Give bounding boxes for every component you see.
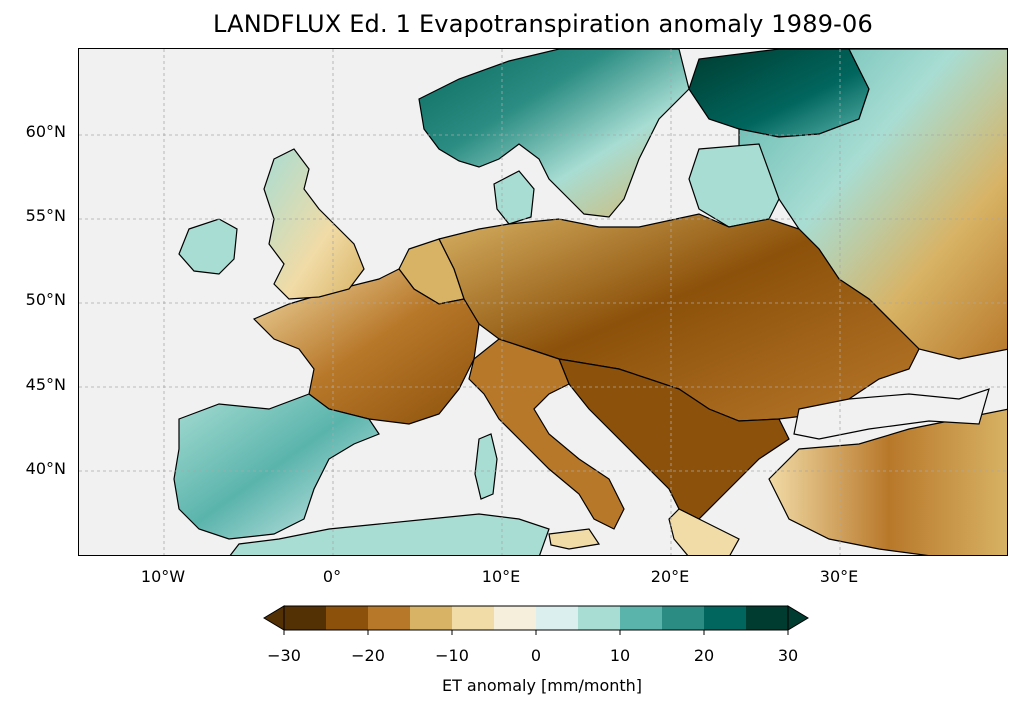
- europe-map: [79, 49, 1007, 555]
- colorbar-cell: [368, 606, 410, 630]
- lat-tick-60n: 60°N: [25, 122, 66, 141]
- lon-tick-10e: 10°E: [481, 567, 521, 586]
- chart-title: LANDFLUX Ed. 1 Evapotranspiration anomal…: [213, 10, 873, 38]
- anatolia-region: [768, 408, 1007, 555]
- colorbar-cell: [494, 606, 536, 630]
- lat-tick-50n: 50°N: [25, 290, 66, 309]
- colorbar-tick: 0: [530, 646, 542, 665]
- colorbar-cell: [662, 606, 704, 630]
- corsica-sardinia-region: [474, 433, 498, 500]
- colorbar-cell: [704, 606, 746, 630]
- colorbar-tick: 30: [777, 646, 799, 665]
- lat-tick-40n: 40°N: [25, 459, 66, 478]
- colorbar-cell: [410, 606, 452, 630]
- france-region: [252, 268, 480, 425]
- gridlines: [79, 49, 1007, 555]
- scandinavia-region: [418, 49, 690, 218]
- colorbar: [263, 605, 809, 635]
- sicily-region: [548, 528, 601, 550]
- greece-region: [668, 508, 740, 555]
- colorbar-tick: 10: [609, 646, 631, 665]
- colorbar-cell: [578, 606, 620, 630]
- colorbar-cell: [746, 606, 788, 630]
- lon-tick-20e: 20°E: [650, 567, 690, 586]
- lon-tick-10w: 10°W: [140, 567, 186, 586]
- north-africa-region: [229, 513, 550, 555]
- lon-tick-30e: 30°E: [819, 567, 859, 586]
- colorbar-tick: 20: [693, 646, 715, 665]
- lat-tick-45n: 45°N: [25, 375, 66, 394]
- lat-tick-55n: 55°N: [25, 206, 66, 225]
- colorbar-label: ET anomaly [mm/month]: [441, 676, 643, 695]
- colorbar-tick: −10: [435, 646, 469, 665]
- colorbar-tick: −30: [267, 646, 301, 665]
- colorbar-cell: [452, 606, 494, 630]
- colorbar-extend-low: [263, 605, 285, 631]
- denmark-region: [493, 170, 535, 225]
- colorbar-cell: [326, 606, 368, 630]
- black-sea: [793, 388, 990, 440]
- ireland-region: [178, 218, 238, 275]
- colorbar-cell: [620, 606, 662, 630]
- map-panel: [78, 48, 1008, 556]
- great-britain-region: [263, 148, 365, 300]
- iberia-region: [173, 393, 380, 540]
- colorbar-extend-high: [787, 605, 809, 631]
- colorbar-tick: −20: [351, 646, 385, 665]
- colorbar-cell: [284, 606, 326, 630]
- lon-tick-0: 0°: [322, 567, 342, 586]
- italy-region: [468, 338, 625, 530]
- colorbar-cell: [536, 606, 578, 630]
- finland-region: [688, 49, 870, 138]
- balkans-region: [558, 358, 790, 520]
